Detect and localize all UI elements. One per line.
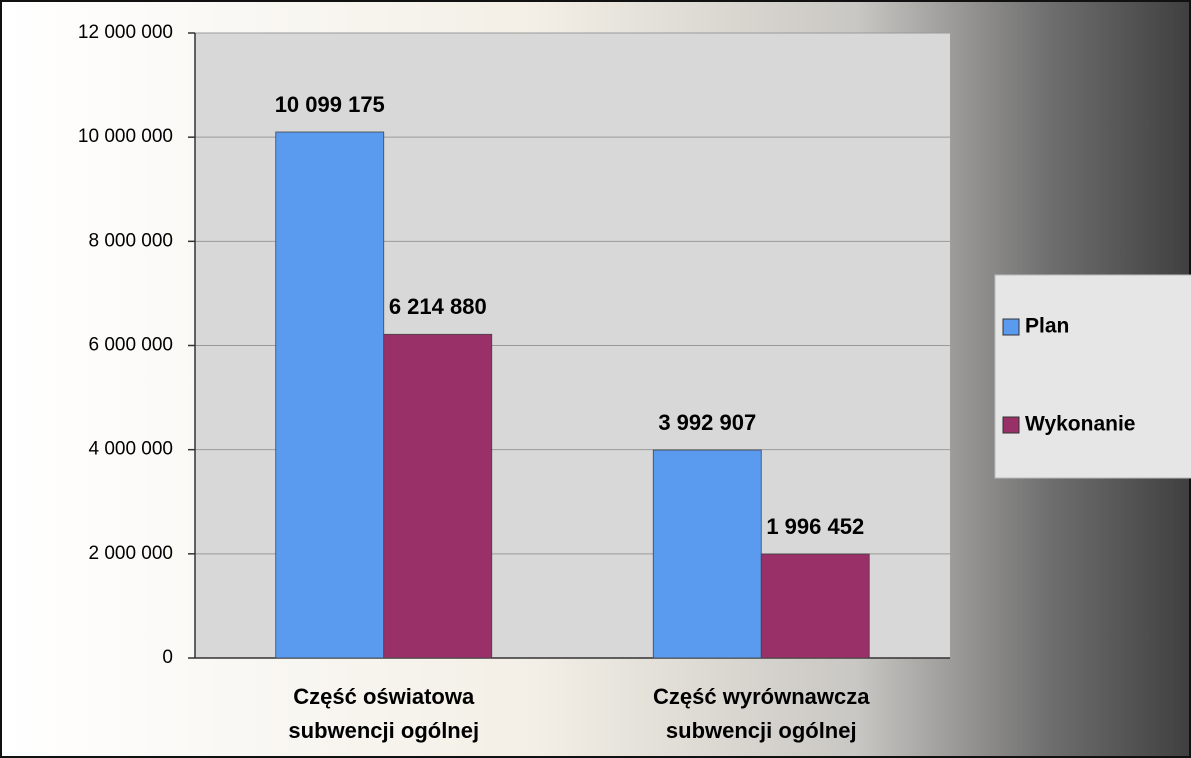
y-tick-label: 6 000 000 bbox=[88, 335, 173, 356]
y-tick-label: 12 000 000 bbox=[78, 22, 173, 43]
x-tick-label: Część wyrównawcza subwencji ogólnej bbox=[653, 684, 870, 743]
value-label: 1 996 452 bbox=[766, 514, 864, 539]
bar bbox=[275, 131, 385, 659]
legend-swatch bbox=[1002, 318, 1020, 336]
legend-label: Wykonanie bbox=[1025, 413, 1135, 436]
x-tick-label: Część oświatowa subwencji ogólnej bbox=[288, 684, 480, 743]
legend-swatch bbox=[1002, 416, 1020, 434]
y-tick-label: 8 000 000 bbox=[88, 230, 173, 251]
value-label: 10 099 175 bbox=[275, 92, 385, 117]
y-tick-label: 4 000 000 bbox=[88, 439, 173, 460]
value-label: 6 214 880 bbox=[389, 294, 487, 319]
y-tick-label: 0 bbox=[162, 647, 173, 668]
bar bbox=[760, 553, 870, 659]
bar bbox=[383, 333, 493, 659]
bar bbox=[652, 449, 762, 659]
legend-box bbox=[994, 274, 1191, 479]
y-tick-label: 10 000 000 bbox=[78, 126, 173, 147]
y-tick-label: 2 000 000 bbox=[88, 543, 173, 564]
legend-label: Plan bbox=[1025, 315, 1069, 338]
value-label: 3 992 907 bbox=[658, 410, 756, 435]
